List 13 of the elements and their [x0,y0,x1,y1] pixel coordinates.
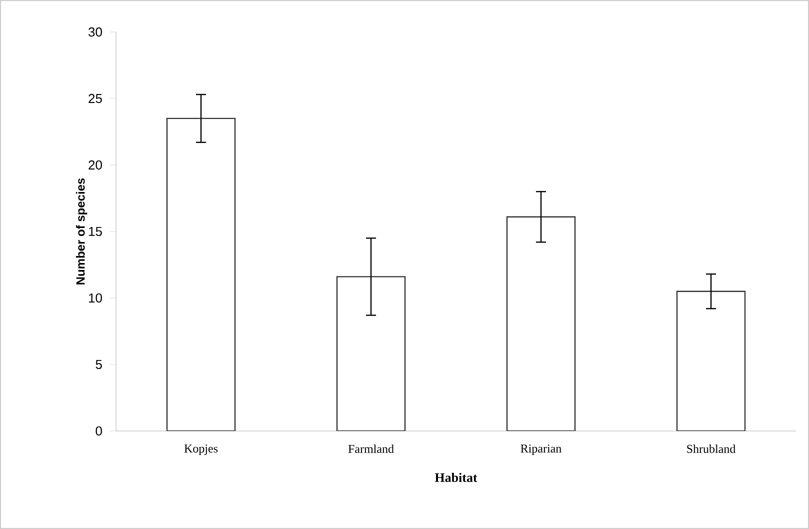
y-tick-label: 0 [96,426,102,436]
y-tick-label: 30 [88,27,102,37]
x-tick-label: Riparian [520,444,562,456]
x-axis-title: Habitat [434,472,478,482]
y-tick-label: 15 [89,226,102,236]
x-tick-label: Farmland [348,444,394,453]
x-tick-label: Shrubland [687,444,736,453]
y-tick-label: 25 [88,94,102,104]
y-tick-label: 10 [89,293,102,303]
x-tick-label: Kopjes [184,444,218,456]
y-tick-label: 20 [88,160,102,170]
y-axis-title: Number of species [76,178,88,284]
y-tick-label: 5 [96,360,102,370]
